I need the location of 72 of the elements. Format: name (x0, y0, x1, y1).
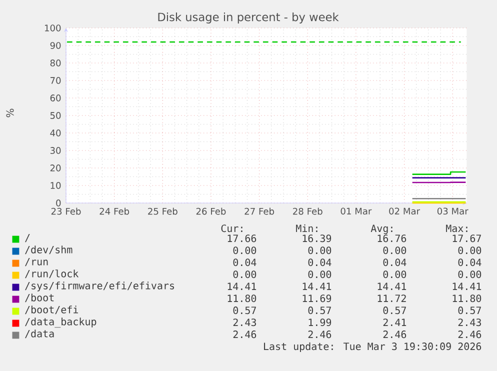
text: 0.00 (383, 270, 406, 278)
legend-label: /run (25, 258, 48, 266)
y-tick-label: 30 (50, 147, 61, 154)
text: 0.00 (458, 246, 482, 254)
text: Last update: Tue Mar 3 19:30:09 2026 (264, 342, 482, 352)
text: Avg: (370, 224, 392, 234)
text: 0.57 (233, 306, 256, 314)
y-tick-label: 90 (50, 42, 61, 49)
text: 1.99 (308, 318, 332, 326)
text: 0.00 (233, 246, 256, 254)
text: 0.00 (458, 270, 482, 278)
y-tick-label: 10 (50, 182, 61, 189)
text: 17.66 (228, 234, 256, 242)
y-tick-label: 20 (50, 164, 61, 172)
text: 11.69 (302, 294, 332, 302)
x-tick-label: 27 Feb (244, 208, 274, 215)
text: 0.00 (383, 246, 406, 254)
y-tick-label: 70 (50, 77, 61, 84)
legend-label: /dev/shm (25, 246, 72, 254)
y-tick-label: 40 (50, 130, 61, 136)
legend-label: /run/lock (25, 270, 79, 278)
y-tick-label: 80 (50, 60, 61, 66)
x-tick-label: 26 Feb (196, 208, 226, 215)
text: 0.57 (383, 306, 406, 314)
text: 11.72 (378, 294, 406, 302)
text: 2.46 (458, 330, 482, 338)
legend-label: /data_backup (25, 318, 96, 328)
text: 0.57 (308, 306, 331, 314)
x-tick-label: 25 Feb (148, 208, 178, 215)
text: 14.41 (452, 282, 482, 290)
y-tick-label: 60 (50, 94, 61, 102)
x-tick-label: 03 Mar (437, 208, 468, 215)
text: 0.04 (458, 258, 482, 266)
legend-label: /boot/efi (25, 306, 78, 314)
x-tick-label: 01 Mar (340, 208, 372, 215)
text: 14.41 (378, 282, 406, 290)
text: Max: (446, 224, 468, 232)
chart-title: Disk usage in percent - by week (158, 12, 339, 24)
legend-label: /boot (25, 294, 54, 302)
legend-label: / (25, 234, 30, 242)
text: 0.00 (308, 270, 332, 278)
text: 0.00 (308, 246, 332, 254)
text: 16.76 (378, 234, 406, 242)
text: 0.04 (308, 258, 332, 266)
y-tick-label: 0 (56, 200, 61, 206)
text: 0.57 (458, 306, 481, 314)
x-tick-label: 28 Feb (293, 208, 322, 215)
x-tick-label: 02 Mar (389, 208, 420, 215)
text: 11.80 (452, 294, 482, 302)
text: 0.04 (383, 258, 406, 266)
text: 2.41 (383, 318, 406, 326)
text: 16.39 (302, 234, 332, 242)
text: 14.41 (228, 282, 256, 290)
legend-label: /data (25, 330, 54, 338)
y-tick-label: 100 (44, 24, 61, 32)
text: 17.67 (452, 234, 481, 242)
text: 2.46 (383, 330, 406, 338)
text: 2.43 (458, 318, 481, 326)
text: 0.04 (233, 258, 256, 266)
y-axis-title: % (6, 108, 14, 118)
text: 11.80 (228, 294, 256, 302)
x-tick-label: 23 Feb (51, 208, 81, 215)
text: 14.41 (302, 282, 332, 290)
text: 2.46 (233, 330, 256, 338)
x-tick-label: 24 Feb (100, 208, 130, 215)
text: 2.46 (308, 330, 332, 338)
legend-label: /sys/firmware/efi/efivars (25, 282, 174, 292)
text: Cur: (221, 224, 242, 232)
text: 2.43 (233, 318, 256, 326)
y-tick-label: 50 (50, 112, 61, 119)
text: 0.00 (233, 270, 256, 278)
text: Min: (296, 224, 318, 232)
